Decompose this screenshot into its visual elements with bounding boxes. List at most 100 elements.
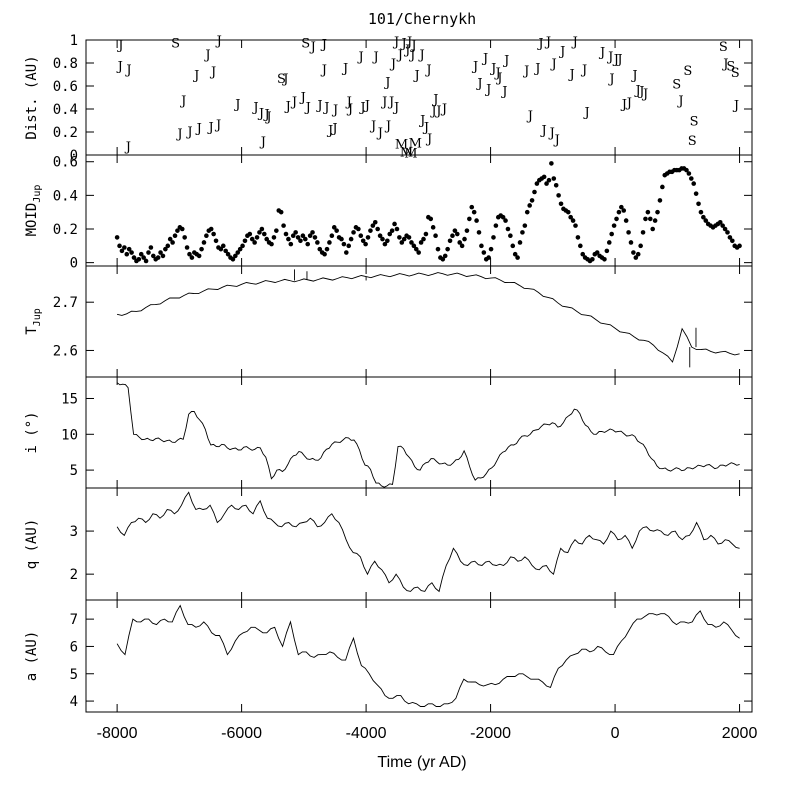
encounter-marker: J [553, 133, 560, 148]
moid-point [208, 226, 214, 232]
moid-point [158, 250, 163, 255]
y-tick-label: 0.2 [53, 125, 78, 141]
moid-point [411, 243, 417, 249]
y-axis-label: i (°) [24, 411, 40, 453]
panel-incl: 5 10 15 i (°) [24, 376, 753, 489]
moid-point [392, 221, 397, 227]
moid-point [737, 243, 742, 249]
moid-point [471, 209, 477, 215]
moid-point [645, 209, 651, 215]
moid-point [138, 251, 144, 257]
moid-point [510, 243, 516, 249]
moid-point [165, 243, 171, 249]
encounter-marker: J [440, 102, 447, 117]
moid-point [331, 225, 337, 230]
moid-point [508, 233, 513, 239]
encounter-marker: S [731, 66, 740, 81]
moid-point [575, 235, 581, 240]
moid-point [568, 214, 573, 220]
moid-point [182, 235, 187, 240]
moid-point [423, 231, 429, 237]
y-axis-label-text: q (AU) [24, 519, 40, 570]
moid-point [204, 233, 209, 239]
moid-point [546, 177, 552, 183]
encounter-marker: J [721, 57, 728, 72]
moid-point [365, 235, 371, 240]
moid-point [505, 226, 511, 232]
y-tick-label: 7 [70, 612, 78, 628]
panel-frame [85, 376, 753, 489]
y-axis-label-text: T [24, 326, 40, 335]
encounter-marker: J [369, 119, 376, 134]
moid-point [459, 243, 465, 249]
moid-point [541, 174, 547, 180]
moid-point [469, 204, 475, 210]
encounter-marker: J [371, 50, 378, 65]
y-tick-label: 0.4 [53, 188, 78, 204]
x-tick-label: -8000 [97, 725, 138, 742]
panel-frame [85, 265, 753, 378]
moid-point [117, 243, 122, 249]
chart-title: 101/Chernykh [368, 10, 476, 28]
moid-point [348, 236, 354, 242]
moid-point [493, 223, 499, 228]
encounter-marker: J [341, 62, 348, 77]
moid-point [322, 251, 327, 257]
encounter-marker: J [418, 113, 425, 128]
moid-point [187, 251, 192, 257]
moid-point [520, 230, 525, 235]
encounter-marker: J [263, 108, 270, 123]
encounter-marker: J [389, 57, 396, 72]
moid-point [119, 248, 125, 254]
encounter-marker: J [422, 120, 429, 135]
moid-point [650, 226, 656, 232]
encounter-marker: J [607, 72, 614, 87]
moid-point [370, 223, 376, 228]
x-tick-label: -2000 [470, 725, 511, 742]
moid-point [717, 219, 723, 225]
moid-point [604, 248, 610, 254]
moid-point [655, 209, 660, 215]
y-axis-label: MOIDJup [24, 185, 43, 237]
moid-point [242, 238, 248, 244]
x-axis: -8000 -6000 -4000 -2000 0 2000 [97, 725, 758, 742]
encounter-marker: S [688, 134, 697, 149]
encounter-marker: J [493, 66, 500, 81]
moid-point [269, 241, 274, 247]
encounter-marker: J [209, 65, 216, 80]
moid-point [479, 243, 484, 249]
moid-point [440, 256, 446, 262]
moid-point [696, 201, 701, 207]
encounter-marker: J [116, 39, 123, 54]
encounter-marker: J [195, 121, 202, 136]
moid-point [151, 253, 156, 259]
y-axis-label: Dist. (AU) [24, 55, 40, 139]
moid-point [339, 236, 344, 242]
moid-point [302, 236, 308, 242]
encounter-marker: J [580, 63, 587, 78]
encounter-marker: J [346, 102, 353, 117]
panel-a: 4 5 6 7 a (AU) [24, 599, 753, 713]
moid-point [257, 230, 262, 235]
moid-point [360, 238, 366, 244]
y-axis-label-text: a (AU) [24, 631, 40, 682]
encounter-marker: J [175, 127, 182, 142]
moid-point [344, 250, 349, 255]
moid-point [346, 243, 352, 249]
moid-point [590, 256, 595, 262]
y-axis-label-text: i (°) [24, 411, 40, 453]
x-tick-label: -4000 [346, 725, 387, 742]
moid-point [565, 209, 571, 215]
moid-point [638, 243, 643, 249]
panel-q: 2 3 q (AU) [24, 487, 753, 601]
moid-point [220, 243, 226, 249]
y-tick-label: 5 [70, 667, 78, 683]
encounter-marker: J [380, 95, 387, 110]
moid-point [218, 246, 224, 252]
y-tick-label: 10 [61, 427, 78, 443]
moid-point [701, 214, 706, 220]
encounter-marker: J [299, 90, 306, 105]
moid-point [430, 225, 436, 230]
y-tick-label: 1 [70, 33, 78, 49]
